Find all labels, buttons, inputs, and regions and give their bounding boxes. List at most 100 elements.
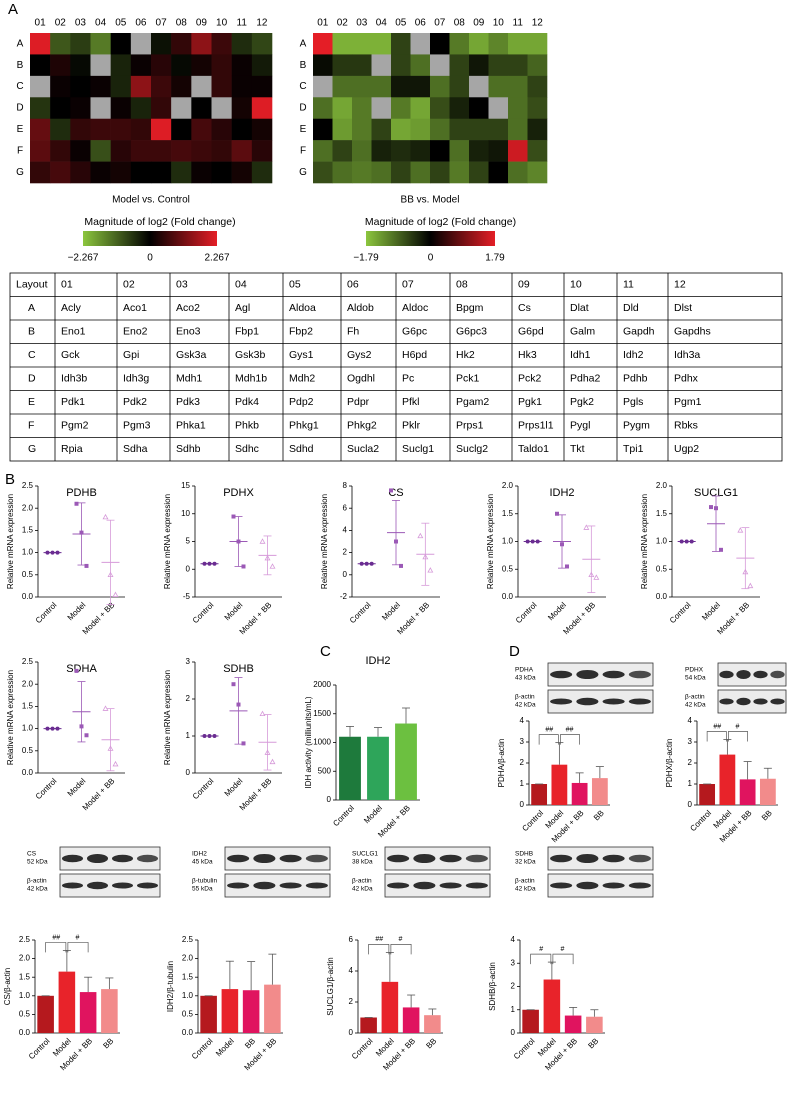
heatmap-cell — [488, 75, 509, 98]
table-cell: Suclg2 — [456, 443, 488, 455]
y-axis-title: Relative mRNA expression — [6, 670, 15, 765]
data-point — [74, 501, 79, 506]
heatmap-cell — [527, 33, 548, 55]
data-point — [264, 749, 271, 755]
y-tick-label: 2.0 — [182, 954, 194, 963]
significance-label: ## — [545, 726, 553, 733]
blot-band — [305, 854, 328, 863]
table-cell: Suclg1 — [402, 443, 434, 455]
blot-band — [576, 881, 599, 890]
blot-band — [719, 698, 734, 705]
data-point — [394, 539, 398, 544]
heatmap-cell — [70, 97, 91, 120]
blot-band — [305, 882, 328, 889]
blot-band — [576, 853, 599, 864]
colorbar-tick-label: 0 — [147, 253, 153, 264]
row-label: G — [299, 167, 307, 178]
heatmap-cell — [469, 97, 489, 120]
heatmap-cell — [191, 97, 212, 120]
heatmap-cell — [130, 161, 152, 184]
heatmap-cell — [410, 161, 431, 184]
heatmap-cell — [449, 161, 470, 184]
heatmap-cell — [110, 161, 132, 184]
missing-cell — [488, 97, 509, 120]
column-label: 01 — [35, 18, 47, 29]
data-point — [689, 539, 694, 544]
table-cell: Rbks — [674, 420, 698, 432]
heatmap-cell — [469, 118, 489, 141]
data-point — [737, 527, 744, 533]
y-tick-label: 2.5 — [19, 935, 31, 944]
y-axis-title: IDH activity (milliunits/mL) — [304, 696, 313, 788]
heatmap-cell — [449, 75, 470, 98]
table-header: 03 — [176, 279, 188, 291]
blot-label: PDHA — [515, 667, 534, 674]
y-tick-label: 1.5 — [19, 972, 31, 981]
data-point — [231, 682, 236, 687]
heatmap-cell — [251, 118, 273, 141]
table-cell: Pgm2 — [61, 420, 89, 432]
blot-strip — [547, 689, 654, 714]
bar — [586, 1016, 603, 1033]
table-cell: Pdk3 — [176, 396, 200, 408]
table-cell: Pck1 — [456, 373, 480, 385]
y-tick-label: 2.0 — [19, 954, 31, 963]
row-label: D — [299, 103, 306, 114]
data-point — [112, 760, 119, 767]
heatmap-cell — [430, 75, 450, 98]
table-cell: Tpi1 — [623, 443, 644, 455]
y-tick-label: 10 — [181, 509, 190, 518]
y-tick-label: 2 — [343, 548, 348, 557]
data-point — [525, 539, 530, 544]
blot-band — [602, 854, 625, 863]
data-point — [84, 563, 89, 568]
table-cell: Fbp2 — [289, 326, 313, 338]
row-label: C — [16, 81, 23, 92]
significance-label: ## — [566, 726, 574, 733]
colorbar — [83, 231, 217, 246]
data-point — [709, 505, 713, 510]
missing-cell — [371, 54, 392, 77]
row-label: F — [300, 145, 306, 156]
table-cell: Pdhb — [623, 373, 648, 385]
table-cell: Pklr — [402, 420, 421, 432]
heatmap-cell — [527, 140, 548, 162]
blot-band — [253, 853, 276, 864]
column-label: 05 — [395, 18, 407, 29]
table-cell: Dld — [623, 302, 639, 314]
y-axis-title: Relative mRNA expression — [320, 494, 329, 589]
heatmap-cell — [130, 75, 152, 98]
heatmap-cell — [50, 140, 71, 162]
data-point — [679, 539, 684, 544]
heatmap-cell — [391, 161, 411, 184]
table-cell: H6pd — [402, 349, 427, 361]
y-tick-label: 1.5 — [656, 509, 668, 518]
y-axis-title: Relative mRNA expression — [486, 494, 495, 589]
column-label: 06 — [135, 18, 147, 29]
heatmap-cell — [70, 33, 91, 55]
heatmap-cell — [171, 118, 192, 141]
heatmap-cell — [231, 118, 253, 141]
table-cell: Pdk4 — [235, 396, 259, 408]
y-tick-label: 0.0 — [22, 592, 34, 601]
y-tick-label: 2 — [349, 997, 354, 1006]
heatmap-cell — [110, 140, 132, 162]
heatmap-cell — [430, 161, 450, 184]
blot-strip — [59, 873, 161, 898]
table-cell: Pygm — [623, 420, 650, 432]
y-tick-label: 0.0 — [502, 592, 514, 601]
blot-band — [550, 882, 573, 889]
column-label: 02 — [55, 18, 67, 29]
row-label: E — [17, 124, 24, 135]
table-header: 11 — [623, 279, 634, 291]
y-tick-label: 0 — [327, 795, 332, 804]
heatmap-cell — [313, 118, 333, 141]
column-label: 01 — [317, 18, 329, 29]
heatmap-cell — [527, 75, 548, 98]
bar — [719, 754, 736, 805]
y-tick-label: 3 — [520, 737, 525, 746]
heatmap-cell — [352, 97, 372, 120]
heatmap-cell — [151, 161, 172, 184]
heatmap-cell — [70, 75, 91, 98]
blot-kda: 55 kDa — [192, 886, 213, 893]
